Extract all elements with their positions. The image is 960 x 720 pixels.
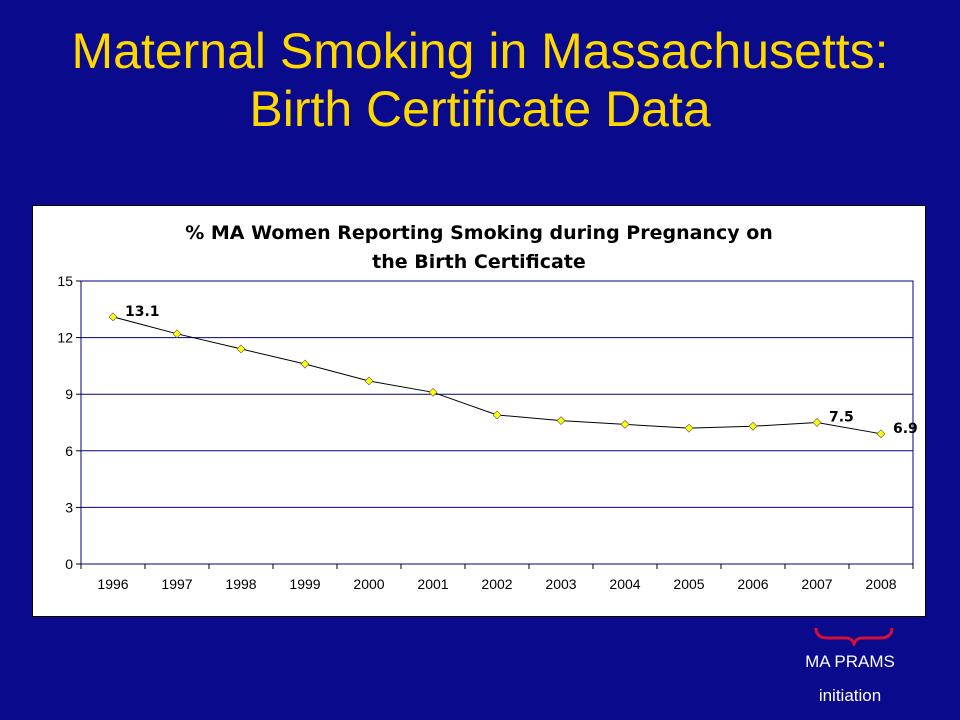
data-point	[748, 421, 758, 431]
chart-title-line2: the Birth Certificate	[372, 251, 586, 273]
data-point	[364, 376, 374, 386]
x-tick-label: 1996	[97, 576, 128, 592]
prams-label-line1: MA PRAMS	[805, 652, 895, 671]
x-tick-label: 2001	[417, 576, 448, 592]
x-tick-label: 1997	[161, 576, 192, 592]
data-point	[556, 416, 566, 426]
x-tick-label: 2006	[737, 576, 768, 592]
prams-bracket-path	[814, 627, 894, 646]
plot-border	[80, 280, 914, 565]
prams-bracket	[814, 627, 894, 646]
data-label: 6.9	[893, 421, 918, 437]
y-tick-label: 12	[57, 330, 73, 346]
data-point	[492, 410, 502, 420]
y-tick-label: 9	[65, 386, 73, 402]
y-tick-label: 15	[57, 273, 73, 289]
x-tick-label: 2008	[865, 576, 896, 592]
data-point	[428, 387, 438, 397]
line-chart: % MA Women Reporting Smoking during Preg…	[57, 222, 917, 592]
x-tick-label: 2007	[801, 576, 832, 592]
chart-plot-layer: 0 3 6 9 12 15 1996 1997 1998 1999 2000 2001 2002 2003…	[57, 273, 917, 592]
data-label: 13.1	[125, 304, 160, 320]
x-tick-label: 1999	[289, 576, 320, 592]
slide-title: Maternal Smoking in Massachusetts: Birth…	[0, 22, 960, 138]
slide-title-line2: Birth Certificate Data	[249, 81, 711, 137]
chart-area: % MA Women Reporting Smoking during Preg…	[32, 205, 926, 617]
slide-title-line1: Maternal Smoking in Massachusetts:	[71, 23, 889, 79]
data-point	[300, 359, 310, 369]
prams-label-line2: initiation	[818, 686, 882, 705]
data-point	[172, 329, 182, 339]
data-point	[876, 429, 886, 439]
x-tick-label: 2003	[545, 576, 576, 592]
chart-title-line1: % MA Women Reporting Smoking during Preg…	[185, 222, 773, 244]
x-tick-label: 2000	[353, 576, 384, 592]
y-tick-label: 6	[65, 443, 73, 459]
data-point	[236, 344, 246, 354]
x-tick-label: 1998	[225, 576, 256, 592]
y-tick-label: 3	[65, 499, 73, 515]
x-tick-label: 2002	[481, 576, 512, 592]
data-point	[812, 418, 822, 427]
x-tick-label: 2004	[609, 576, 640, 592]
data-point	[620, 419, 630, 429]
data-point	[108, 312, 118, 322]
data-point	[684, 423, 694, 433]
y-tick-label: 0	[65, 556, 73, 572]
data-label: 7.5	[829, 410, 854, 426]
x-tick-label: 2005	[673, 576, 704, 592]
